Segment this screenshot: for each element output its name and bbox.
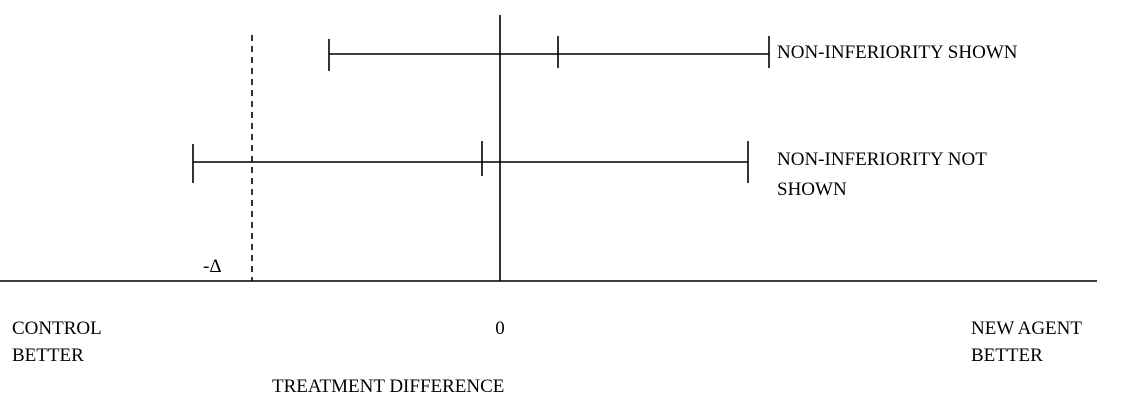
control-better-label-line-2: BETTER <box>12 345 84 366</box>
new-agent-better-label-line-1: NEW AGENT <box>971 318 1082 339</box>
interval-2-label-line-2: SHOWN <box>777 179 847 200</box>
margin-label: -Δ <box>203 256 222 277</box>
new-agent-better-label-line-2: BETTER <box>971 345 1043 366</box>
interval-non-inferiority-shown <box>328 36 770 71</box>
interval-1-label: NON-INFERIORITY SHOWN <box>777 42 1018 63</box>
interval-2-label-line-1: NON-INFERIORITY NOT <box>777 149 987 170</box>
control-better-label-line-1: CONTROL <box>12 318 102 339</box>
zero-label: 0 <box>495 318 505 339</box>
x-axis-label: TREATMENT DIFFERENCE <box>272 376 504 397</box>
interval-non-inferiority-not-shown <box>192 141 749 183</box>
